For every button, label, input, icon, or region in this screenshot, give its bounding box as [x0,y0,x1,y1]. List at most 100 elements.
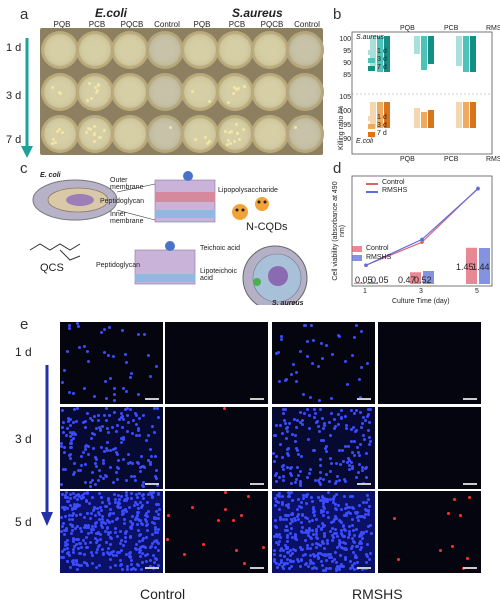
blue-cell-nucleus [347,445,351,449]
blue-cell-nucleus [286,495,290,499]
blue-cell-nucleus [97,478,101,482]
viability-bar-control [410,272,421,284]
petri-dish [76,31,114,69]
blue-cell-nucleus [89,540,93,544]
blue-cell-nucleus [294,549,298,553]
blue-cell-nucleus [302,553,305,557]
column-header: PQB [53,20,71,29]
blue-cell-nucleus [290,373,294,377]
blue-cell-nucleus [74,432,78,436]
blue-cell-nucleus [137,492,141,496]
blue-cell-nucleus [121,568,125,572]
blue-cell-nucleus [288,531,292,535]
blue-cell-nucleus [97,544,101,548]
blue-cell-nucleus [86,350,90,354]
blue-cell-nucleus [78,512,82,516]
blue-cell-nucleus [351,466,355,470]
blue-cell-nucleus [138,501,142,505]
blue-cell-nucleus [60,550,64,554]
bacterial-colony [194,138,198,142]
red-dead-cell [466,557,469,561]
blue-cell-nucleus [344,507,348,510]
blue-cell-nucleus [95,538,99,542]
blue-cell-nucleus [286,425,290,429]
blue-cell-nucleus [319,528,323,532]
bacterial-colony [93,131,96,135]
blue-cell-nucleus [330,352,334,356]
blue-cell-nucleus [307,471,311,475]
time-arrow [21,38,33,158]
blue-cell-nucleus [367,413,371,417]
blue-cell-nucleus [86,525,90,529]
blue-cell-nucleus [315,530,319,534]
blue-cell-nucleus [140,551,144,555]
blue-cell-nucleus [83,419,87,423]
blue-cell-nucleus [298,545,302,549]
blue-cell-nucleus [156,527,160,531]
blue-cell-nucleus [124,389,128,393]
blue-cell-nucleus [335,568,339,572]
legend-swatch-saureus [368,66,375,71]
blue-cell-nucleus [361,532,365,536]
blue-cell-nucleus [352,412,356,416]
viability-point [476,187,480,191]
blue-cell-nucleus [318,499,322,503]
blue-cell-nucleus [293,418,297,422]
blue-cell-nucleus [68,327,72,331]
blue-cell-nucleus [71,540,75,544]
blue-cell-nucleus [279,536,283,540]
blue-cell-nucleus [337,564,341,568]
blue-cell-nucleus [138,417,142,421]
blue-cell-nucleus [60,515,64,519]
red-dead-cell [182,552,186,556]
blue-cell-nucleus [323,546,327,550]
blue-cell-nucleus [322,504,326,508]
blue-cell-nucleus [129,376,133,380]
blue-cell-nucleus [70,514,74,518]
blue-cell-nucleus [62,445,66,449]
blue-cell-nucleus [123,498,127,501]
blue-cell-nucleus [325,500,329,504]
blue-cell-nucleus [105,474,109,478]
blue-cell-nucleus [279,553,283,557]
red-dead-cell [202,543,206,547]
blue-cell-nucleus [150,541,154,545]
blue-cell-nucleus [100,508,104,512]
blue-cell-nucleus [109,565,113,569]
bacterial-colony [294,126,298,130]
blue-cell-nucleus [114,553,118,557]
blue-cell-nucleus [272,558,276,562]
blue-cell-nucleus [281,549,285,553]
tick-top: 85 [343,72,351,79]
blue-cell-nucleus [290,535,294,539]
blue-cell-nucleus [277,350,281,354]
bar-value-label: 0.05 [355,275,373,285]
blue-cell-nucleus [97,564,101,568]
blue-cell-nucleus [61,421,65,425]
blue-cell-nucleus [136,461,140,465]
blue-cell-nucleus [123,352,127,356]
blue-cell-nucleus [297,513,301,517]
bacterial-colony [99,136,103,140]
scale-bar [357,567,371,569]
blue-cell-nucleus [105,426,109,430]
blue-cell-nucleus [142,497,146,501]
blue-cell-nucleus [319,511,323,515]
blue-cell-nucleus [303,539,307,543]
blue-cell-nucleus [67,390,71,394]
blue-cell-nucleus [60,483,64,487]
blue-cell-nucleus [330,556,334,560]
blue-cell-nucleus [314,567,318,571]
blue-cell-nucleus [87,360,91,364]
blue-cell-nucleus [78,541,82,545]
blue-cell-nucleus [117,458,121,462]
blue-cell-nucleus [118,418,122,422]
bacterial-colony [53,140,57,144]
blue-cell-nucleus [142,481,146,485]
blue-cell-nucleus [94,540,98,544]
blue-cell-nucleus [347,506,351,510]
blue-cell-nucleus [369,532,373,536]
blue-cell-nucleus [100,500,104,504]
blue-cell-nucleus [352,425,356,429]
blue-cell-nucleus [295,507,299,511]
